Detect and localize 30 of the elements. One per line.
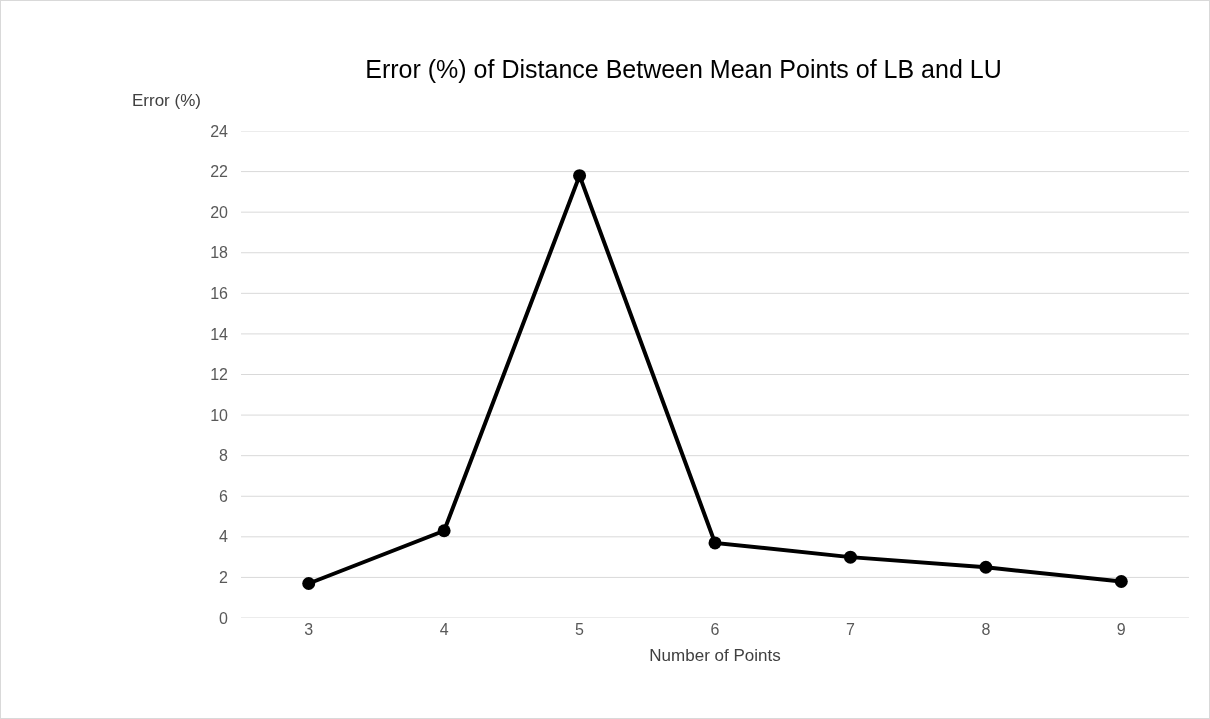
point [437,524,451,538]
y-tick-label: 20 [210,203,229,221]
x-tick-label: 9 [1116,621,1126,638]
point [708,536,722,550]
y-tick-label: 8 [219,447,229,465]
chart-title: Error (%) of Distance Between Mean Points of LB and LU [365,54,1002,83]
y-tick-label: 0 [219,609,229,627]
y-tick-label: 18 [210,244,229,262]
y-tick-label: 16 [210,284,229,302]
y-tick-label: 24 [210,122,229,140]
x-tick-label: 3 [304,621,314,638]
x-tick-label: 8 [981,621,991,638]
y-tick-label: 6 [219,487,229,505]
y-tick-label: 22 [210,163,229,181]
x-axis-title: Number of Points [649,646,781,666]
y-tick-label: 14 [210,325,229,343]
x-tick-label: 6 [710,621,720,638]
point [573,169,587,183]
x-tick-label: 5 [575,621,585,638]
y-tick-label: 2 [219,569,229,587]
point [843,550,857,564]
point [1114,574,1128,588]
y-axis-title: Error (%) [132,91,201,110]
x-tick-label: 4 [439,621,449,638]
y-tick-label: 12 [210,366,229,384]
y-tick-label: 4 [219,528,229,546]
y-tick-label: 10 [210,406,229,424]
point [302,577,316,590]
x-tick-label: 7 [845,621,855,638]
point [979,560,993,574]
